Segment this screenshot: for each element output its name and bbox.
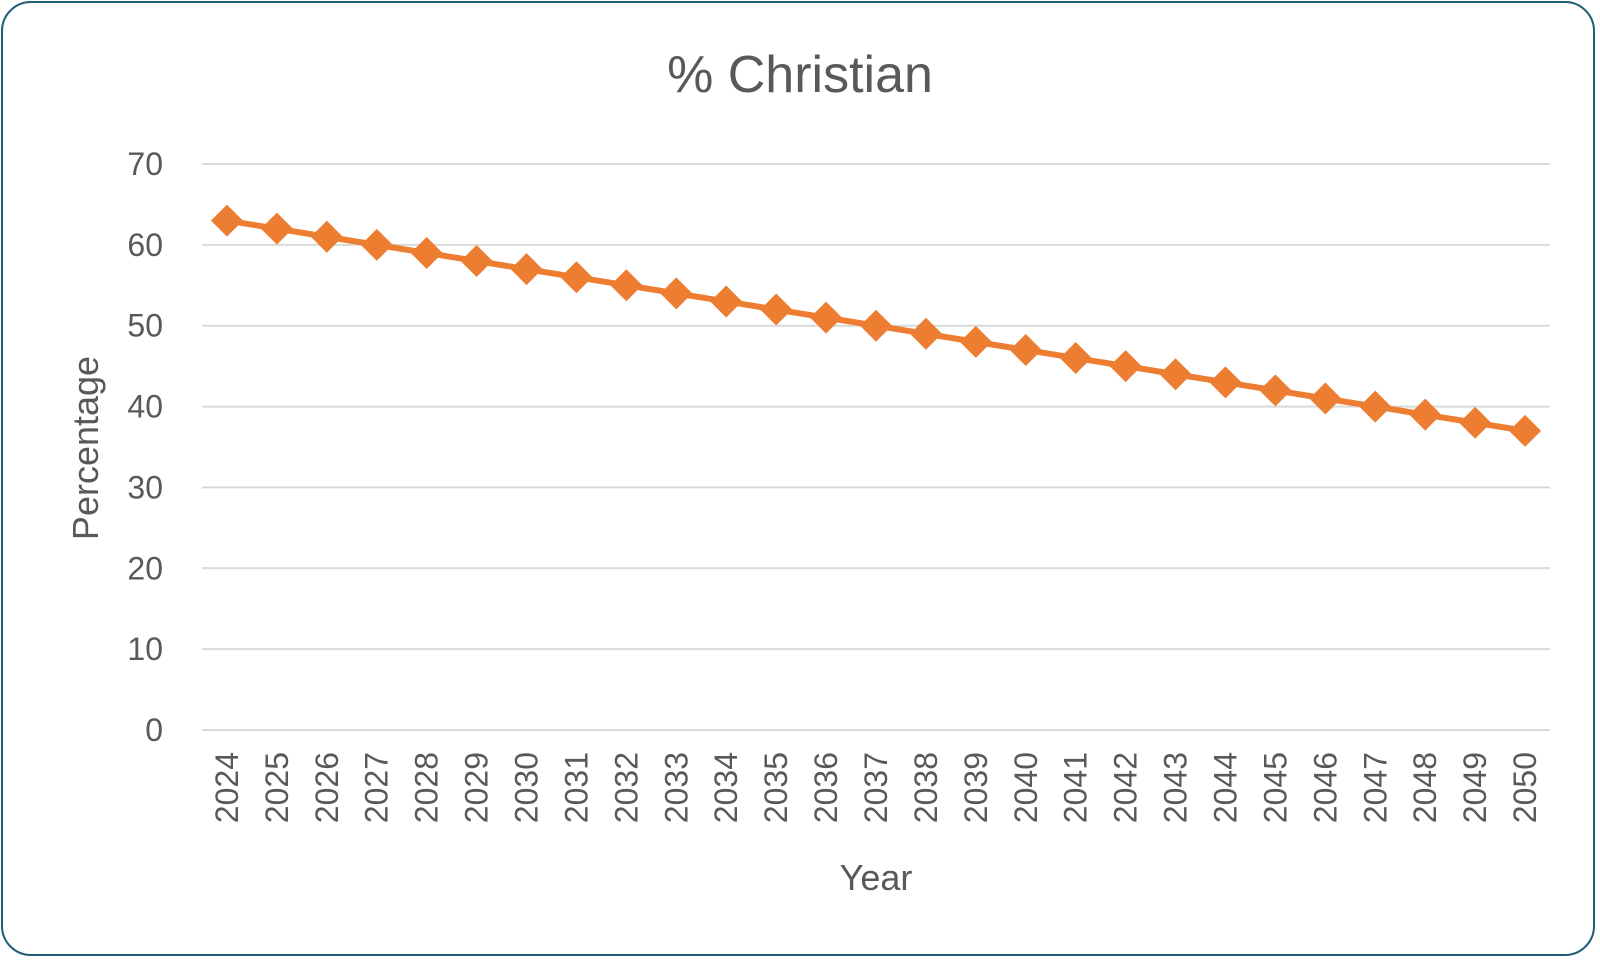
y-tick-label: 30: [127, 469, 163, 505]
chart-title: % Christian: [667, 46, 933, 104]
data-point: [1159, 358, 1192, 391]
y-axis-title: Percentage: [65, 356, 106, 540]
data-point: [260, 212, 293, 245]
data-point: [710, 285, 743, 318]
x-tick-label: 2036: [808, 752, 844, 823]
x-tick-label: 2024: [209, 752, 245, 823]
data-point: [610, 269, 643, 302]
x-tick-label: 2038: [908, 752, 944, 823]
x-tick-label: 2044: [1207, 752, 1243, 823]
x-tick-label: 2025: [259, 752, 295, 823]
x-tick-label: 2033: [658, 752, 694, 823]
data-point: [1509, 414, 1542, 447]
x-axis-ticks: 2024 2025 2026 2027 2028 2029 2030 2031 2032 2033…: [209, 752, 1543, 823]
data-point: [1309, 382, 1342, 415]
data-point: [860, 309, 892, 342]
x-tick-label: 2040: [1008, 752, 1044, 823]
data-point: [959, 325, 992, 358]
x-tick-label: 2026: [309, 752, 345, 823]
x-tick-label: 2029: [459, 752, 495, 823]
x-tick-label: 2046: [1307, 752, 1343, 823]
y-tick-label: 50: [127, 308, 163, 344]
x-tick-label: 2030: [509, 752, 545, 823]
data-point: [460, 245, 493, 278]
data-point: [760, 293, 793, 326]
data-point: [510, 253, 543, 286]
x-tick-label: 2034: [708, 752, 744, 823]
data-point: [1009, 333, 1042, 366]
data-point: [909, 317, 942, 350]
data-point: [1209, 366, 1242, 399]
x-tick-label: 2031: [558, 752, 594, 823]
x-tick-label: 2028: [409, 752, 445, 823]
data-point: [1259, 374, 1292, 407]
y-tick-label: 40: [127, 389, 163, 425]
data-point: [1409, 398, 1442, 431]
data-point: [660, 277, 693, 310]
x-axis-title: Year: [840, 857, 913, 898]
y-tick-label: 70: [127, 146, 163, 182]
x-tick-label: 2049: [1457, 752, 1493, 823]
data-point: [410, 236, 443, 269]
data-point: [360, 228, 393, 261]
x-tick-label: 2048: [1407, 752, 1443, 823]
y-tick-label: 0: [145, 712, 163, 748]
series-christian: [210, 204, 1542, 447]
y-tick-label: 60: [127, 227, 163, 263]
y-tick-label: 10: [127, 631, 163, 667]
data-point: [310, 220, 343, 253]
x-tick-label: 2037: [858, 752, 894, 823]
data-point: [810, 301, 843, 334]
x-tick-label: 2035: [758, 752, 794, 823]
x-tick-label: 2050: [1507, 752, 1543, 823]
x-tick-label: 2043: [1158, 752, 1194, 823]
data-point: [560, 261, 593, 294]
x-tick-label: 2042: [1108, 752, 1144, 823]
x-tick-label: 2041: [1058, 752, 1094, 823]
data-point: [1359, 390, 1392, 423]
data-point: [1109, 350, 1142, 383]
x-tick-label: 2032: [608, 752, 644, 823]
y-tick-label: 20: [127, 550, 163, 586]
x-tick-label: 2047: [1357, 752, 1393, 823]
x-tick-label: 2045: [1257, 752, 1293, 823]
x-tick-label: 2027: [359, 752, 395, 823]
x-tick-label: 2039: [958, 752, 994, 823]
data-point: [1059, 342, 1092, 375]
y-axis-ticks: 0 10 20 30 40 50 60 70: [127, 146, 163, 748]
data-point: [210, 204, 243, 237]
data-point: [1459, 406, 1492, 439]
